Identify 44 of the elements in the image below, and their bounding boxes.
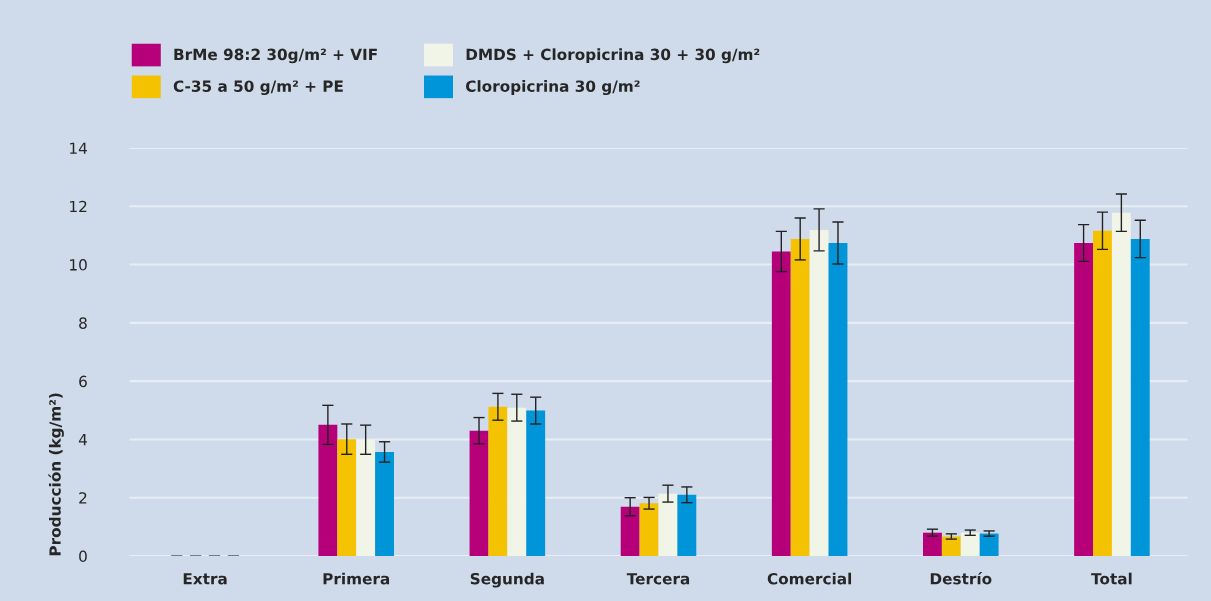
x-tick-label: Extra: [183, 573, 227, 585]
y-axis-title: Producción (kg/m²): [48, 393, 64, 556]
y-tick-label: 10: [70, 259, 87, 271]
bar: [318, 424, 338, 556]
x-tick-label: Primera: [323, 572, 390, 585]
bar: [809, 229, 829, 556]
x-tick-label: Destrío: [930, 572, 992, 585]
bar: [771, 251, 791, 556]
y-tick-label: 0: [79, 550, 87, 563]
y-tick-label: 2: [79, 492, 87, 504]
bar: [658, 493, 678, 556]
x-tick-label: Segunda: [470, 572, 544, 588]
bar: [639, 503, 659, 556]
legend-label: C-35 a 50 g/m² + PE: [173, 80, 343, 96]
bar: [620, 506, 640, 556]
bar: [469, 430, 489, 556]
bar: [375, 451, 394, 556]
bar: [941, 536, 961, 556]
legend-label: BrMe 98:2 30g/m² + VIF: [174, 48, 377, 64]
legend-label: Cloropicrina 30 g/m²: [466, 80, 640, 96]
bar: [526, 410, 546, 556]
bar: [677, 494, 697, 556]
bar: [960, 532, 980, 556]
y-tick-label: 6: [79, 375, 87, 388]
y-tick-label: 12: [70, 200, 87, 213]
bar: [1111, 212, 1131, 556]
bar: [507, 407, 527, 556]
x-tick-label: Tercera: [626, 573, 690, 585]
bar: [790, 238, 810, 556]
bar: [923, 532, 942, 556]
y-tick-label: 14: [70, 142, 87, 154]
bar: [979, 533, 999, 556]
bar: [1130, 238, 1150, 556]
x-tick-label: Comercial: [767, 572, 852, 585]
x-tick-label: Total: [1091, 572, 1132, 585]
legend-label: DMDS + Cloropicrina 30 + 30 g/m²: [466, 48, 760, 64]
y-tick-label: 4: [78, 434, 87, 446]
bar: [488, 406, 508, 556]
bar: [1093, 230, 1112, 556]
bar: [828, 243, 848, 556]
bar: [337, 439, 357, 556]
bar: [356, 439, 376, 556]
bar: [1074, 243, 1094, 556]
y-tick-label: 8: [79, 317, 87, 329]
